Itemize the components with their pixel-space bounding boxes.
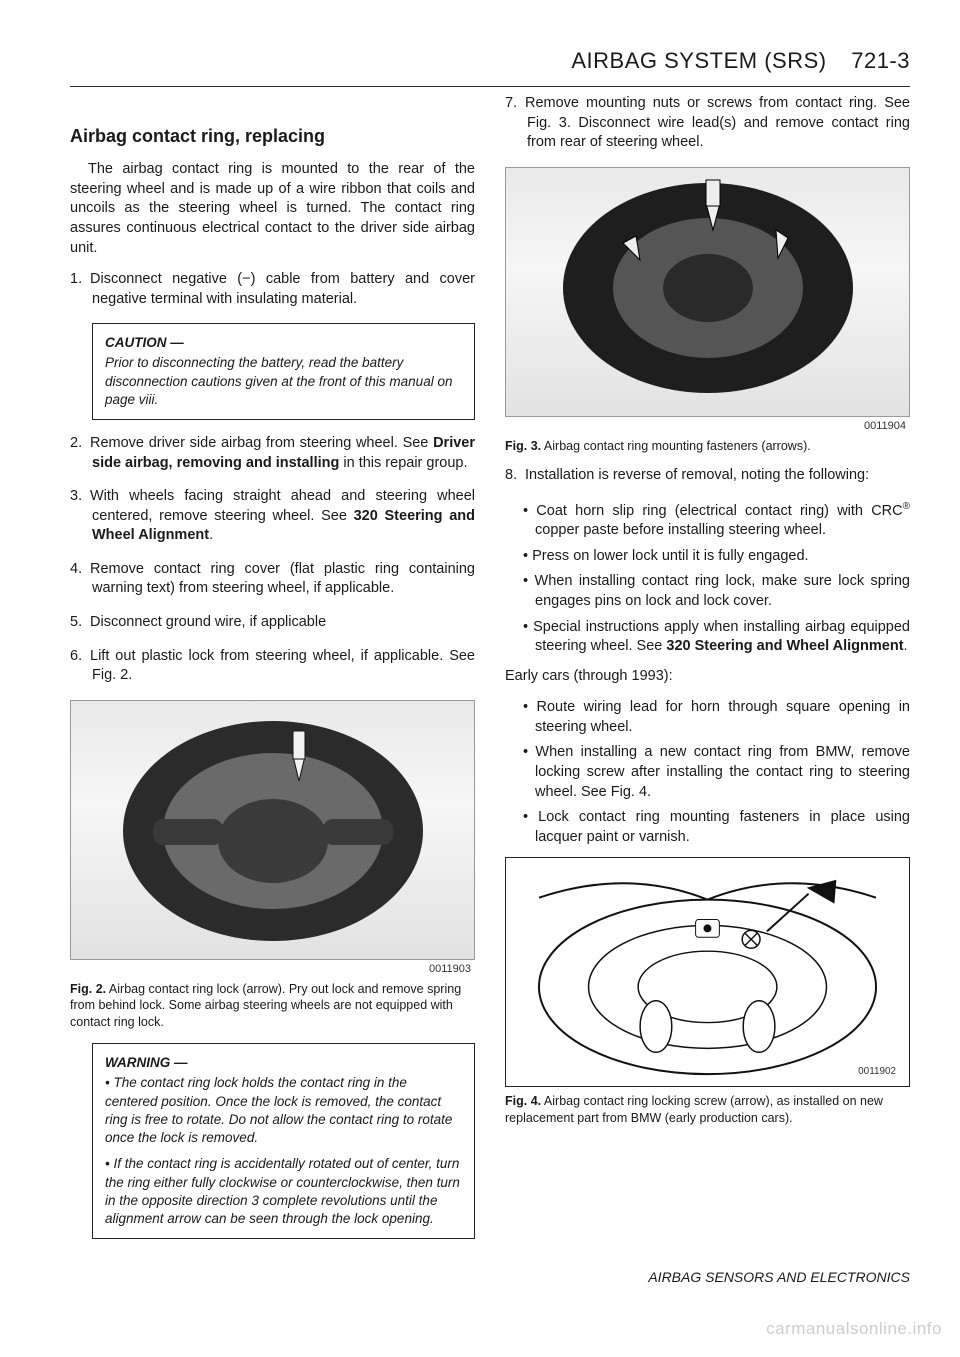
header-rule (70, 86, 910, 87)
figure-4-image: 0011902 (505, 857, 910, 1087)
step-text: Disconnect negative (−) cable from batte… (90, 271, 475, 307)
step-8: 8.Installation is reverse of removal, no… (505, 466, 910, 486)
list-item: Route wiring lead for horn through squar… (523, 698, 910, 737)
early-cars-heading: Early cars (through 1993): (505, 667, 910, 687)
list-item: Special instructions apply when installi… (523, 618, 910, 657)
step-6: 6.Lift out plastic lock from steering wh… (70, 647, 475, 686)
step-text: Lift out plastic lock from steering whee… (90, 648, 475, 684)
svg-text:0011902: 0011902 (858, 1066, 896, 1077)
step-text: Remove mounting nuts or screws from cont… (525, 95, 910, 150)
caution-heading: CAUTION — (105, 335, 184, 350)
step-text: Remove driver side airbag from steering … (90, 435, 475, 471)
list-item: When installing a new contact ring from … (523, 743, 910, 802)
chapter-header: AIRBAG SYSTEM (SRS) 721-3 (571, 46, 910, 76)
caution-text: Prior to disconnecting the battery, read… (105, 354, 462, 409)
list-item: Lock contact ring mounting fasteners in … (523, 808, 910, 847)
right-column: 7.Remove mounting nuts or screws from co… (505, 94, 910, 1253)
step-8-sublist: Coat horn slip ring (electrical contact … (523, 500, 910, 657)
caution-box: CAUTION — Prior to disconnecting the bat… (92, 323, 475, 420)
step-1: 1.Disconnect negative (−) cable from bat… (70, 270, 475, 309)
figure-2-image (70, 700, 475, 960)
figure-3-id: 0011904 (505, 419, 906, 434)
step-text: Remove contact ring cover (flat plastic … (90, 561, 475, 597)
warning-heading: WARNING — (105, 1055, 188, 1070)
step-text: With wheels facing straight ahead and st… (90, 488, 475, 543)
warning-bullet: • If the contact ring is accidentally ro… (105, 1155, 462, 1228)
steering-wheel-icon (93, 701, 453, 951)
step-4: 4.Remove contact ring cover (flat plasti… (70, 560, 475, 599)
page-number: 721-3 (851, 48, 910, 73)
list-item: Coat horn slip ring (electrical contact … (523, 500, 910, 541)
intro-paragraph: The airbag contact ring is mounted to th… (70, 160, 475, 258)
steering-wheel-rear-icon (528, 168, 888, 408)
figure-3-caption: Fig. 3. Airbag contact ring mounting fas… (505, 438, 910, 455)
footer-section-title: AIRBAG SENSORS AND ELECTRONICS (648, 1268, 910, 1287)
list-item: Press on lower lock until it is fully en… (523, 547, 910, 567)
step-2: 2.Remove driver side airbag from steerin… (70, 434, 475, 473)
figure-4-caption: Fig. 4. Airbag contact ring locking scre… (505, 1093, 910, 1127)
section-heading: Airbag contact ring, replacing (70, 124, 475, 148)
step-text: Disconnect ground wire, if applicable (90, 614, 326, 630)
step-text: Installation is reverse of removal, noti… (525, 467, 869, 483)
step-5: 5.Disconnect ground wire, if applicable (70, 613, 475, 633)
figure-2-id: 0011903 (70, 962, 471, 977)
contact-ring-diagram-icon: 0011902 (506, 858, 909, 1086)
step-3: 3.With wheels facing straight ahead and … (70, 487, 475, 546)
figure-2-caption: Fig. 2. Airbag contact ring lock (arrow)… (70, 981, 475, 1032)
figure-3-image (505, 167, 910, 417)
step-7: 7.Remove mounting nuts or screws from co… (505, 94, 910, 153)
warning-box: WARNING — • The contact ring lock holds … (92, 1043, 475, 1239)
warning-bullet: • The contact ring lock holds the contac… (105, 1074, 462, 1147)
list-item: When installing contact ring lock, make … (523, 572, 910, 611)
watermark: carmanualsonline.info (766, 1318, 942, 1341)
left-column: Airbag contact ring, replacing The airba… (70, 94, 475, 1253)
chapter-title: AIRBAG SYSTEM (SRS) (571, 48, 826, 73)
early-cars-list: Route wiring lead for horn through squar… (523, 698, 910, 847)
